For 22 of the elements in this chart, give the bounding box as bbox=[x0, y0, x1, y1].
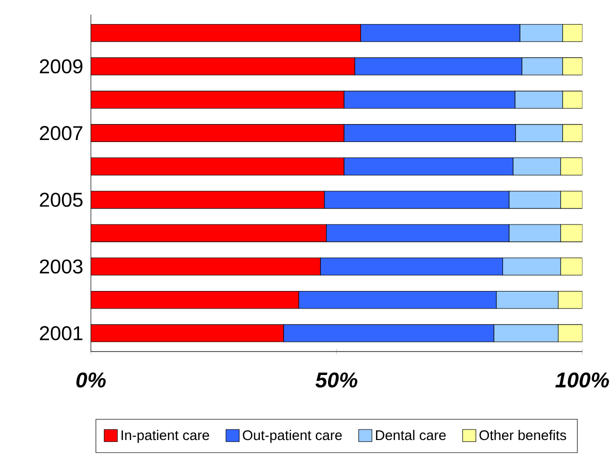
legend-label: Dental care bbox=[376, 430, 446, 440]
y-tick-label: 2007 bbox=[40, 126, 82, 140]
x-tick-label: 0% bbox=[76, 372, 106, 388]
bar bbox=[90, 57, 356, 76]
bar bbox=[90, 257, 321, 276]
legend-label: In-patient care bbox=[122, 430, 210, 443]
bar bbox=[90, 290, 300, 309]
bar bbox=[90, 324, 284, 342]
bar bbox=[90, 124, 344, 142]
legend-label: Other benefits bbox=[479, 430, 566, 440]
x-tick-label: 100% bbox=[555, 372, 609, 388]
y-tick-label: 2005 bbox=[40, 192, 83, 207]
bar bbox=[90, 157, 344, 176]
bar bbox=[90, 90, 344, 108]
bar bbox=[90, 190, 325, 208]
y-tick-label: 2003 bbox=[40, 259, 82, 274]
bar bbox=[90, 24, 361, 42]
x-tick-label: 50% bbox=[315, 372, 358, 388]
y-tick-label: 2009 bbox=[40, 59, 82, 74]
legend-label: Out-patient care bbox=[242, 430, 342, 443]
y-tick-label: 2001 bbox=[40, 326, 82, 340]
bar bbox=[90, 224, 327, 242]
